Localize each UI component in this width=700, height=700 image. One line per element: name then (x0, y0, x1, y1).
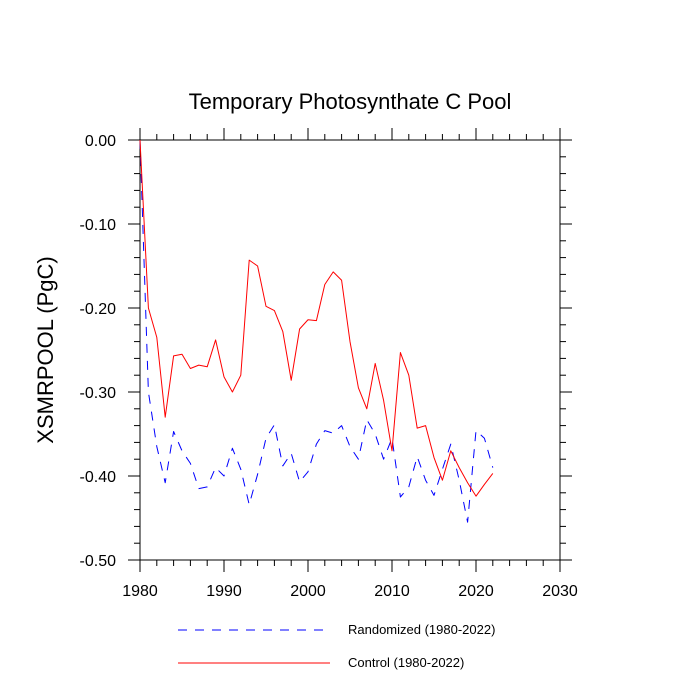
x-tick-label: 2010 (374, 583, 410, 600)
y-tick-label: 0.00 (85, 133, 116, 150)
x-tick-label: 2000 (290, 583, 326, 600)
plot-frame (139, 139, 561, 561)
legend-label-randomized: Randomized (1980-2022) (348, 622, 495, 637)
x-tick-label: 1990 (206, 583, 242, 600)
x-tick-label: 2020 (458, 583, 494, 600)
y-tick-label: -0.40 (80, 469, 117, 486)
x-ticks: 1980 1990 2000 2010 2020 2030 (122, 128, 578, 600)
x-tick-label: 2030 (542, 583, 578, 600)
y-tick-label: -0.30 (80, 385, 117, 402)
legend: Randomized (1980-2022) Control (1980-202… (178, 622, 495, 670)
chart-title: Temporary Photosynthate C Pool (189, 89, 512, 114)
y-ticks: 0.00 -0.10 -0.20 -0.30 -0.40 -0.50 (80, 133, 572, 570)
y-tick-label: -0.10 (80, 217, 117, 234)
series-line-control (139, 139, 494, 497)
y-tick-label: -0.20 (80, 301, 117, 318)
y-axis-label: XSMRPOOL (PgC) (33, 256, 58, 443)
series-layer (139, 139, 494, 523)
legend-label-control: Control (1980-2022) (348, 655, 464, 670)
series-line-randomized (139, 139, 494, 523)
minor-ticks (134, 134, 566, 566)
y-tick-label: -0.50 (80, 553, 117, 570)
x-tick-label: 1980 (122, 583, 158, 600)
